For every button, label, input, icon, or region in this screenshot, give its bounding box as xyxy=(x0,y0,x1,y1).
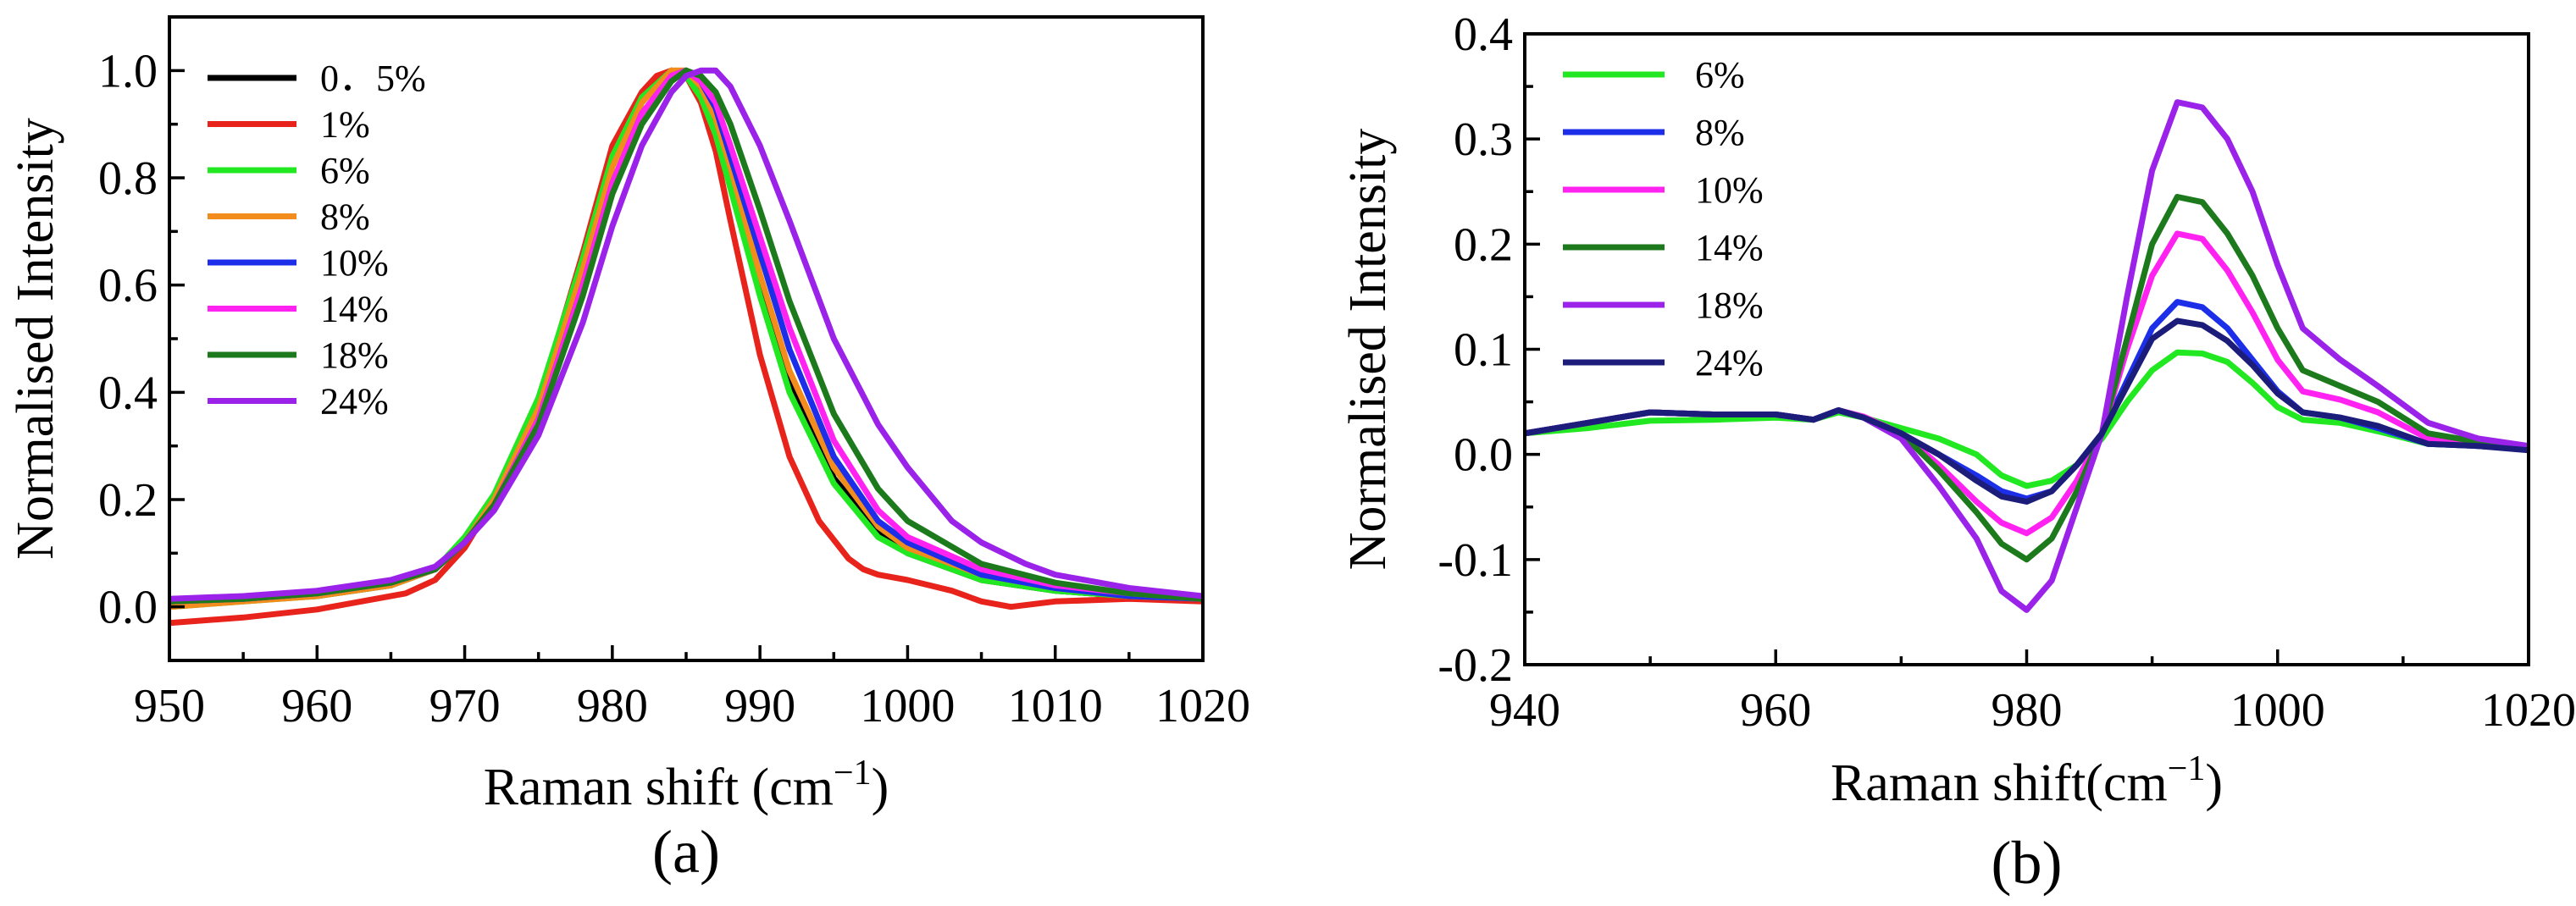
chart-a: 950 960 970 980 990 1000 1010 1020 0.0 0.2 0.4 0.6 0… xyxy=(7,15,1250,886)
legend-label: 24% xyxy=(320,381,389,423)
x-axis-title-text: Raman shift(cm xyxy=(1831,754,2168,812)
y-tick-label: 0.2 xyxy=(98,474,158,527)
legend: 6% 8% 10% 14% 18% 24% xyxy=(1563,54,1764,384)
y-tick-label: 0.4 xyxy=(1454,8,1513,61)
x-tick-label: 950 xyxy=(134,680,205,732)
x-tick-label: 1000 xyxy=(2230,684,2325,737)
x-axis-title-close: ) xyxy=(2205,754,2223,812)
y-tick-label: 0.1 xyxy=(1454,324,1513,377)
x-tick-label: 960 xyxy=(281,680,352,732)
legend-label: 10% xyxy=(1695,169,1764,211)
x-axis-title-exponent: −1 xyxy=(2168,749,2206,788)
x-tick-label: 960 xyxy=(1740,684,1811,737)
x-tick-label: 990 xyxy=(724,680,795,732)
legend-label: 18% xyxy=(1695,285,1764,326)
x-tick-label: 1020 xyxy=(2481,684,2576,737)
x-axis-title-text: Raman shift (cm xyxy=(484,759,834,816)
x-tick-label: 1000 xyxy=(860,680,955,732)
chart-b: 940 960 980 1000 1020 -0.2 -0.1 0.0 0.1 0.2 0.3 0.4… xyxy=(1339,8,2576,897)
legend-label: 10% xyxy=(320,242,389,284)
y-tick-label: 0.6 xyxy=(98,260,158,312)
legend-label: 8% xyxy=(1695,112,1745,153)
legend-label: 14% xyxy=(1695,227,1764,268)
panel-label: (b) xyxy=(1992,829,2063,897)
legend-label: 6% xyxy=(1695,54,1745,96)
y-tick-label: 1.0 xyxy=(98,45,158,97)
legend: 0．5% 1%6% 8%10% 14%18% 24% xyxy=(208,58,426,423)
x-axis-title-exponent: −1 xyxy=(834,754,872,793)
legend-label: 1% xyxy=(320,104,370,146)
x-tick-label: 970 xyxy=(429,680,501,732)
legend-label: 24% xyxy=(1695,342,1764,384)
x-axis-title: Raman shift (cm−1) xyxy=(484,754,889,816)
y-tick-label: 0.0 xyxy=(1454,429,1513,482)
y-tick-label: 0.8 xyxy=(98,152,158,205)
x-axis-title-close: ) xyxy=(872,759,889,816)
series-line-24 xyxy=(1525,318,2529,505)
series-group xyxy=(1525,99,2529,613)
legend-label: 14% xyxy=(320,289,389,330)
x-tick-label: 1020 xyxy=(1155,680,1250,732)
legend-label: 0．5% xyxy=(320,58,426,99)
x-tick-label: 980 xyxy=(1992,684,2063,737)
legend-label: 8% xyxy=(320,196,370,238)
y-tick-label: -0.2 xyxy=(1438,639,1513,692)
y-tick-label: 0.2 xyxy=(1454,218,1513,271)
x-axis-title: Raman shift(cm−1) xyxy=(1831,749,2223,812)
legend-label: 18% xyxy=(320,334,389,376)
panel-label: (a) xyxy=(652,818,720,886)
series-line-24 xyxy=(169,67,1203,602)
y-tick-label: 0.4 xyxy=(98,367,158,419)
y-axis-title: Normalised Intensity xyxy=(1339,129,1397,571)
legend-label: 6% xyxy=(320,150,370,191)
y-tick-label: 0.3 xyxy=(1454,113,1513,166)
x-tick-label: 980 xyxy=(577,680,648,732)
x-tick-label: 1010 xyxy=(1008,680,1103,732)
y-tick-label: 0.0 xyxy=(98,582,158,634)
series-group xyxy=(169,67,1203,627)
y-axis-title: Normalised Intensity xyxy=(7,118,64,560)
y-tick-label: -0.1 xyxy=(1438,534,1513,587)
x-tick-label: 940 xyxy=(1489,684,1560,737)
